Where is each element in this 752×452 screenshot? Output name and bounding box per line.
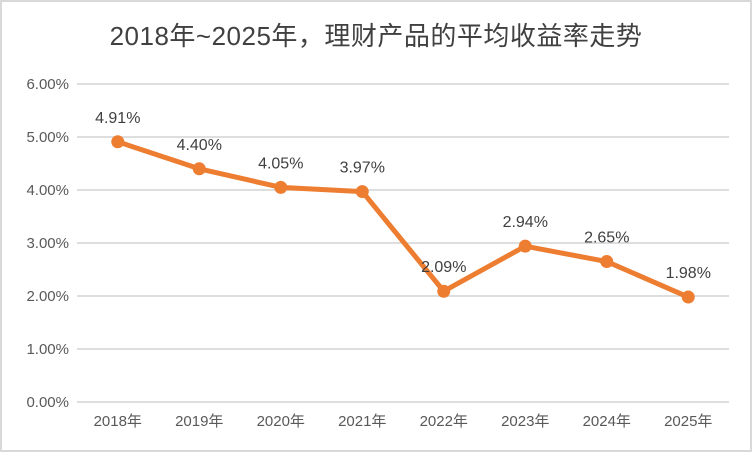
chart-title: 2018年~2025年，理财产品的平均收益率走势 — [109, 21, 643, 51]
data-point-marker — [274, 180, 288, 194]
data-label: 3.97% — [340, 160, 385, 177]
data-point-marker — [192, 162, 206, 176]
data-point-marker — [681, 290, 695, 304]
y-axis-tick-label: 5.00% — [26, 129, 69, 146]
data-label: 4.40% — [177, 137, 222, 154]
data-point-marker — [518, 239, 532, 253]
y-axis-tick-label: 3.00% — [26, 235, 69, 252]
data-label: 2.94% — [503, 214, 548, 231]
x-axis-tick-label: 2018年 — [94, 413, 142, 430]
y-axis-tick-label: 6.00% — [26, 76, 69, 93]
data-label: 2.09% — [421, 259, 466, 276]
y-axis-tick-label: 2.00% — [26, 288, 69, 305]
data-label: 4.91% — [95, 110, 140, 127]
trend-line — [115, 139, 691, 300]
y-axis-tick-label: 4.00% — [26, 182, 69, 199]
data-point-marker — [437, 284, 451, 298]
x-axis-tick-label: 2019年 — [175, 413, 223, 430]
x-axis-tick-label: 2024年 — [583, 413, 631, 430]
x-axis-tick-label: 2025年 — [664, 413, 712, 430]
data-label: 2.65% — [584, 230, 629, 247]
y-axis-tick-label: 1.00% — [26, 341, 69, 358]
x-axis-tick-label: 2021年 — [338, 413, 386, 430]
data-point-marker — [355, 185, 369, 199]
y-axis-tick-label: 0.00% — [26, 394, 69, 411]
data-label: 4.05% — [258, 155, 303, 172]
data-label: 1.98% — [666, 265, 711, 282]
data-point-marker — [600, 255, 614, 269]
x-axis-tick-label: 2022年 — [420, 413, 468, 430]
x-axis-tick-label: 2020年 — [257, 413, 305, 430]
data-point-marker — [111, 135, 125, 149]
x-axis-tick-label: 2023年 — [501, 413, 549, 430]
